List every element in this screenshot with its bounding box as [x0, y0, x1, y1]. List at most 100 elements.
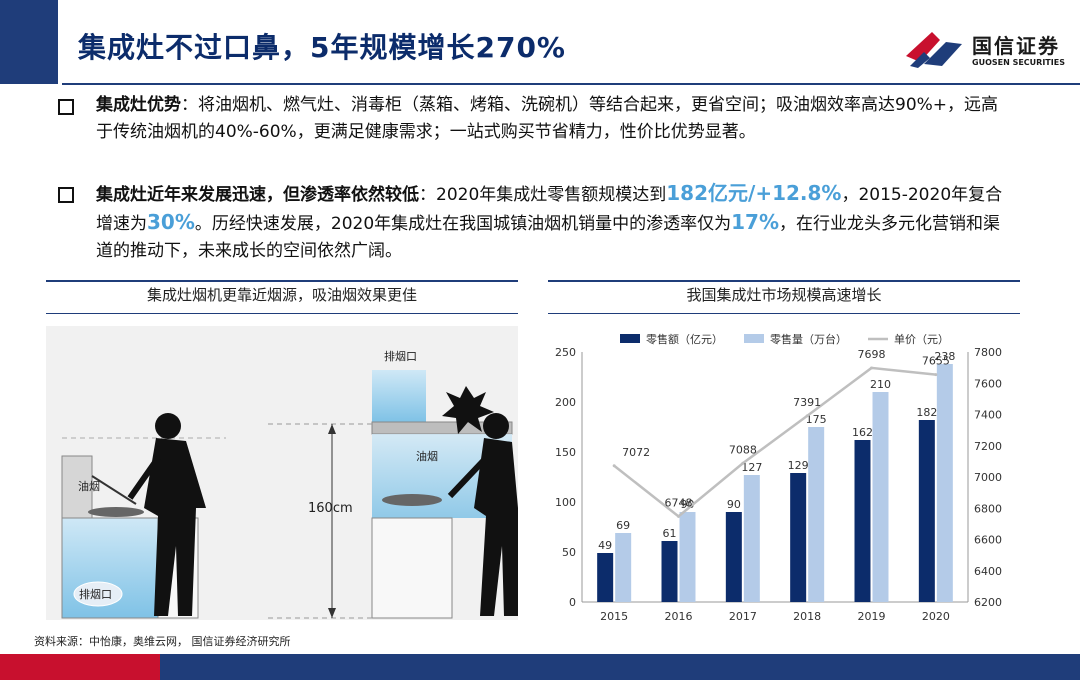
bar-retail-volume	[872, 392, 889, 602]
footer-bar	[0, 654, 1080, 680]
market-size-chart: 0 50 100 150 200 250 6200 6400 6600 6800 7000 7200 7…	[555, 332, 1002, 623]
point-unit-price	[741, 461, 745, 465]
data-label-retail-sales: 49	[598, 539, 612, 552]
data-label-unit-price: 7391	[793, 396, 821, 409]
right-panel-rule-bottom	[548, 313, 1020, 314]
y-tick-left: 200	[555, 396, 576, 409]
bar-retail-sales	[854, 440, 871, 602]
legend-label: 零售量（万台）	[770, 332, 847, 346]
logo-text-en: GUOSEN SECURITIES	[972, 58, 1065, 67]
right-panel-rule-top	[548, 280, 1020, 282]
data-label-retail-volume: 69	[616, 519, 630, 532]
bullet-advantages: 集成灶优势：将油烟机、燃气灶、消毒柜（蒸箱、烤箱、洗碗机）等结合起来，更省空间；…	[58, 92, 1008, 146]
company-logo: 国信证券 GUOSEN SECURITIES	[902, 26, 1065, 72]
bar-retail-volume	[679, 512, 696, 602]
smoke-label-right: 油烟	[416, 449, 438, 463]
bar-retail-volume	[615, 533, 632, 602]
y-tick-right: 7200	[974, 440, 1002, 453]
data-label-unit-price: 6748	[665, 496, 693, 509]
point-unit-price	[805, 414, 809, 418]
data-label-retail-sales: 129	[788, 459, 809, 472]
bullet-square-icon	[58, 99, 74, 115]
bar-retail-volume	[743, 475, 760, 602]
data-label-retail-volume: 238	[934, 350, 955, 363]
bar-retail-volume	[808, 427, 825, 602]
legend-label: 零售额（亿元）	[646, 332, 723, 346]
bar-retail-sales	[597, 553, 614, 602]
bullet-text: ，2015-2020年复合增速为	[96, 185, 1003, 234]
y-tick-right: 6200	[974, 596, 1002, 609]
height-label: 160cm	[308, 501, 353, 516]
y-tick-right: 7400	[974, 409, 1002, 422]
data-label-retail-sales: 182	[916, 406, 937, 419]
point-unit-price	[934, 373, 938, 377]
data-label-unit-price: 7088	[729, 443, 757, 456]
y-tick-right: 6400	[974, 565, 1002, 578]
y-tick-left: 0	[569, 596, 576, 609]
bullet-lead: 集成灶近年来发展迅速，但渗透率依然较低	[96, 185, 419, 205]
bullet-text: ：2020年集成灶零售额规模达到	[419, 185, 667, 205]
left-panel-rule-top	[46, 280, 518, 282]
logo-text-cn: 国信证券	[972, 34, 1060, 58]
highlight-penetration: 17%	[731, 210, 780, 234]
header-divider	[62, 83, 1080, 85]
right-panel-title: 我国集成灶市场规模高速增长	[686, 286, 882, 304]
bar-retail-sales	[790, 473, 807, 602]
bullet-growth: 集成灶近年来发展迅速，但渗透率依然较低：2020年集成灶零售额规模达到182亿元…	[58, 180, 1008, 265]
y-tick-right: 6600	[974, 534, 1002, 547]
x-tick-label: 2015	[600, 610, 628, 623]
bullet-lead: 集成灶优势	[96, 95, 181, 115]
data-label-unit-price: 7072	[622, 446, 650, 459]
bullet-square-icon	[58, 187, 74, 203]
highlight-cagr: 30%	[147, 210, 195, 234]
left-panel-rule-bottom	[46, 313, 518, 314]
logo-mark-icon	[906, 32, 962, 68]
y-tick-left: 100	[555, 496, 576, 509]
y-tick-right: 6800	[974, 502, 1002, 515]
point-unit-price	[612, 464, 616, 468]
smoke-label-left: 油烟	[78, 479, 100, 493]
footer-accent	[0, 654, 160, 680]
data-label-retail-sales: 61	[663, 527, 677, 540]
x-tick-label: 2016	[665, 610, 693, 623]
legend-swatch	[620, 334, 640, 343]
data-label-unit-price: 7698	[858, 348, 886, 361]
bullet-text: ，在行业龙头多元化营销和渠道的推动下，未来成长的空间依然广阔。	[96, 214, 1001, 261]
exhaust-label-left: 排烟口	[79, 587, 112, 601]
bullet-text: 。历经快速发展，2020年集成灶在我国城镇油烟机销量中的渗透率仅为	[194, 214, 732, 234]
data-label-retail-volume: 127	[741, 461, 762, 474]
point-unit-price	[870, 366, 873, 370]
left-panel-title: 集成灶烟机更靠近烟源，吸油烟效果更佳	[146, 286, 417, 304]
bullet-text: ：将油烟机、燃气灶、消毒柜（蒸箱、烤箱、洗碗机）等结合起来，更省空间；吸油烟效率…	[96, 95, 999, 142]
bar-retail-sales	[918, 420, 935, 602]
source-note: 资料来源：中怡康，奥维云网， 国信证券经济研究所	[34, 635, 291, 648]
data-label-retail-volume: 210	[870, 378, 891, 391]
x-tick-label: 2018	[793, 610, 821, 623]
range-hood-illustration: 油烟 排烟口 排烟口 油烟 160cm	[46, 326, 518, 620]
bar-retail-sales	[725, 512, 742, 602]
line-unit-price	[613, 366, 936, 518]
y-tick-left: 250	[555, 346, 576, 359]
exhaust-label-right: 排烟口	[384, 349, 417, 363]
x-tick-label: 2019	[858, 610, 886, 623]
y-tick-right: 7600	[974, 377, 1002, 390]
data-label-unit-price: 7655	[922, 355, 950, 368]
x-tick-label: 2020	[922, 610, 950, 623]
y-tick-right: 7800	[974, 346, 1002, 359]
data-label-retail-volume: 175	[806, 413, 827, 426]
bar-retail-sales	[661, 541, 678, 602]
y-tick-right: 7000	[974, 471, 1002, 484]
data-label-retail-volume: 90	[681, 498, 695, 511]
x-tick-label: 2017	[729, 610, 757, 623]
data-label-retail-sales: 162	[852, 426, 873, 439]
legend-label: 单价（元）	[894, 333, 949, 346]
bar-retail-volume	[936, 364, 953, 602]
highlight-retail: 182亿元/+12.8%	[666, 181, 842, 205]
header-accent-bar	[0, 0, 58, 84]
y-tick-left: 50	[562, 546, 576, 559]
page-title: 集成灶不过口鼻，5年规模增长270%	[78, 31, 566, 64]
point-unit-price	[677, 514, 680, 518]
data-label-retail-sales: 90	[727, 498, 741, 511]
y-tick-left: 150	[555, 446, 576, 459]
legend-swatch	[744, 334, 764, 343]
